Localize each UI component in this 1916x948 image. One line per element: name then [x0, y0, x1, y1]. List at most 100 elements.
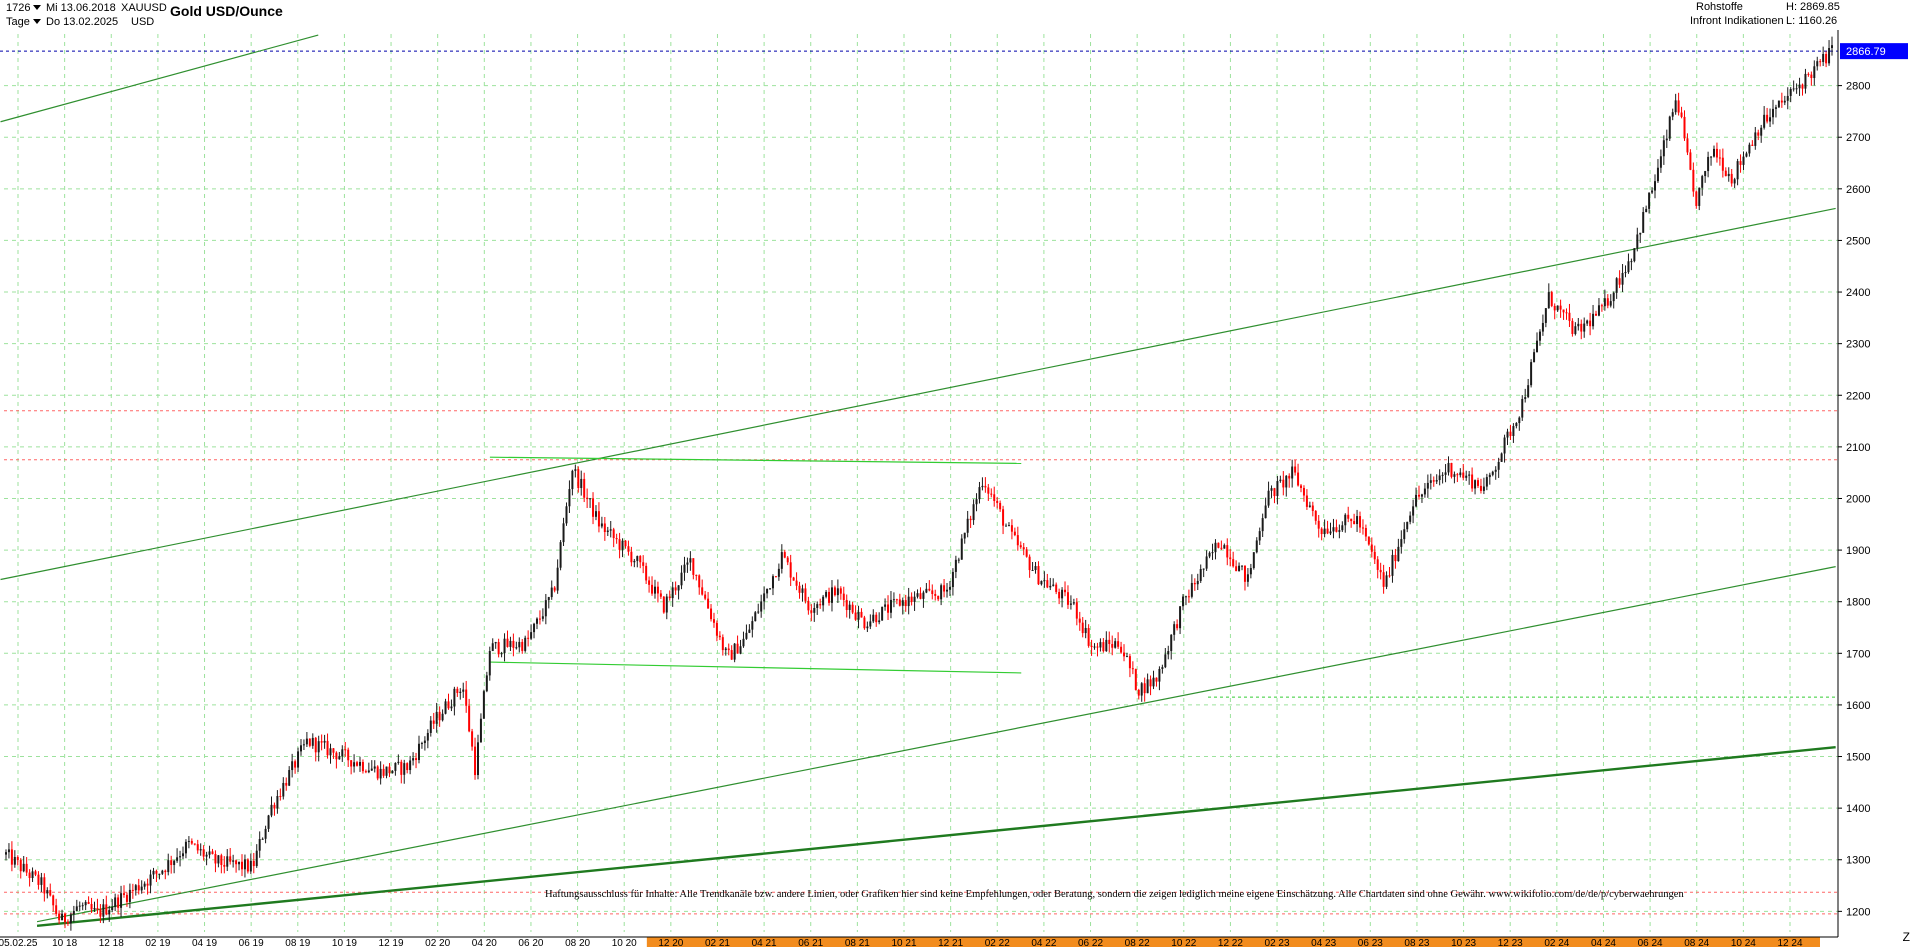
- candle-body: [391, 770, 394, 774]
- time-tick-label: 02 20: [425, 938, 450, 948]
- candle-body: [1364, 528, 1367, 537]
- source-label: Infront Indikationen: [1690, 15, 1784, 27]
- candle-body: [34, 871, 37, 875]
- candle-body: [1612, 292, 1615, 302]
- candle-body: [1500, 453, 1503, 462]
- candle-body: [1406, 521, 1409, 530]
- candle-body: [1040, 581, 1043, 585]
- candle-body: [603, 523, 606, 533]
- candle-body: [1595, 313, 1598, 316]
- candle-body: [701, 587, 704, 595]
- candle-body: [1232, 559, 1235, 567]
- header-timeframe-group[interactable]: Tage: [6, 16, 44, 28]
- candle-body: [353, 762, 356, 767]
- candle-body: [459, 691, 462, 693]
- time-tick-label: 06 23: [1358, 938, 1383, 948]
- lower-channel-line: [36, 566, 1836, 923]
- candle-body: [889, 599, 892, 613]
- time-axis-highlight-band: [646, 937, 1821, 947]
- candle-body: [854, 612, 857, 620]
- candle-body: [1246, 574, 1249, 582]
- candle-body: [895, 599, 898, 601]
- candle-body: [1305, 495, 1308, 507]
- candle-body: [521, 641, 524, 651]
- candle-body: [1686, 138, 1689, 153]
- candle-body: [651, 584, 654, 594]
- price-tick-label: 2100: [1846, 442, 1870, 454]
- candle-body: [1258, 531, 1261, 541]
- candle-body: [946, 589, 949, 592]
- candle-body: [1798, 84, 1801, 89]
- candle-body: [916, 593, 919, 597]
- candle-body: [252, 860, 255, 867]
- candle-body: [559, 542, 562, 568]
- candle-body: [453, 688, 456, 707]
- candle-body: [1211, 552, 1214, 554]
- candle-body: [232, 860, 235, 862]
- candle-body: [1580, 323, 1583, 332]
- candle-body: [409, 760, 412, 771]
- candle-body: [807, 600, 810, 611]
- price-tick-label: 2200: [1846, 390, 1870, 402]
- chevron-down-icon[interactable]: [33, 5, 42, 10]
- candle-body: [1341, 525, 1344, 531]
- candle-body: [659, 593, 662, 597]
- price-tick-label: 1900: [1846, 545, 1870, 557]
- candle-body: [645, 565, 648, 581]
- candle-body: [813, 607, 816, 613]
- candle-body: [482, 691, 485, 719]
- candle-body: [1326, 528, 1329, 534]
- candle-body: [273, 804, 276, 809]
- candle-body: [1462, 472, 1465, 478]
- candle-body: [335, 752, 338, 760]
- candle-body: [1450, 462, 1453, 477]
- candle-body: [1648, 192, 1651, 209]
- candle-body: [1544, 308, 1547, 323]
- candlesticks: [5, 36, 1833, 931]
- candle-body: [1125, 656, 1128, 658]
- candle-body: [851, 604, 854, 613]
- candle-body: [1627, 261, 1630, 273]
- candle-body: [668, 596, 671, 599]
- candle-body: [1630, 261, 1633, 263]
- candle-body: [615, 538, 618, 540]
- candle-body: [179, 856, 182, 858]
- candle-body: [940, 585, 943, 600]
- candle-body: [69, 914, 72, 924]
- price-axis: 1200 1300 1400 1500 1600 1700 1800 1900 2000 2100…: [1837, 30, 1870, 937]
- candle-body: [1485, 477, 1488, 487]
- candle-body: [1680, 112, 1683, 117]
- candle-body: [1338, 530, 1341, 532]
- chevron-down-icon[interactable]: [32, 19, 41, 24]
- last-price-value: 2866.79: [1846, 46, 1886, 58]
- candle-body: [66, 921, 69, 924]
- candle-body: [1456, 474, 1459, 476]
- header-id-group[interactable]: 1726: [6, 2, 44, 14]
- candle-body: [1226, 545, 1229, 558]
- candle-body: [1810, 74, 1813, 79]
- price-tick-label: 2400: [1846, 287, 1870, 299]
- candle-body: [220, 855, 223, 865]
- candle-body: [969, 518, 972, 521]
- candle-body: [960, 538, 963, 560]
- candle-body: [801, 588, 804, 593]
- candle-body: [1509, 431, 1512, 436]
- candle-body: [783, 552, 786, 558]
- candle-body: [1037, 566, 1040, 585]
- candle-body: [535, 618, 538, 624]
- candle-body: [347, 749, 350, 761]
- time-tick-label: 02 24: [1544, 938, 1569, 948]
- candle-body: [1002, 509, 1005, 526]
- candle-body: [1146, 679, 1149, 694]
- candle-body: [1536, 340, 1539, 353]
- zoom-marker[interactable]: Z: [1902, 930, 1910, 944]
- candle-body: [1494, 469, 1497, 472]
- candle-body: [1137, 689, 1140, 696]
- candle-body: [656, 586, 659, 594]
- candle-body: [872, 614, 875, 622]
- candle-body: [771, 576, 774, 589]
- candle-body: [199, 849, 202, 851]
- candle-body: [63, 913, 66, 922]
- candle-body: [468, 705, 471, 732]
- candle-body: [314, 737, 317, 753]
